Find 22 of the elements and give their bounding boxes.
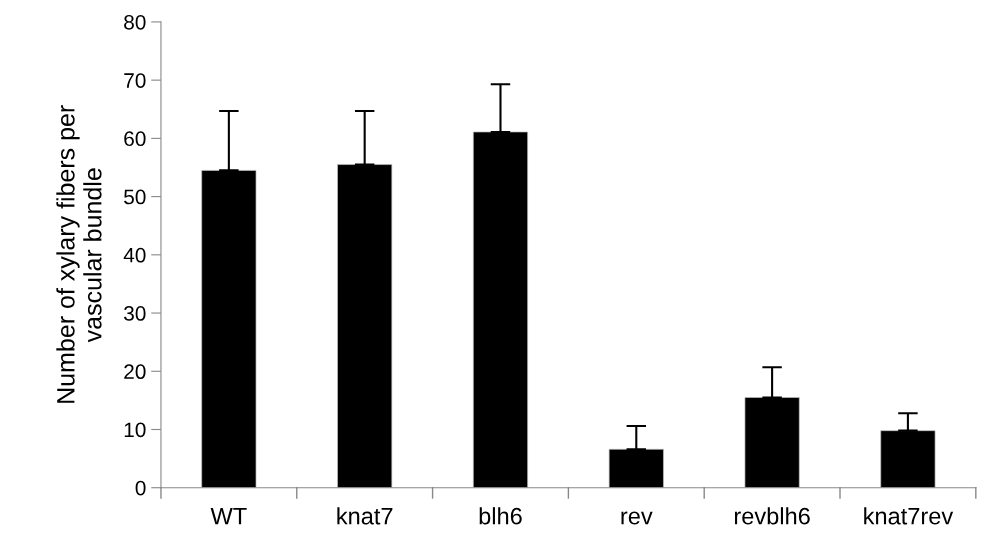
- x-tick-label: knat7rev: [864, 507, 954, 525]
- bar: [744, 397, 800, 488]
- y-tick-label: 60: [124, 131, 146, 147]
- y-tick-label: 0: [135, 480, 146, 496]
- y-axis-title: Number of xylary fibers per vascular bundle: [56, 105, 102, 403]
- x-tick-label: blh6: [479, 507, 522, 525]
- bar: [880, 430, 936, 488]
- x-tick-label: rev: [621, 511, 653, 525]
- bar: [472, 131, 528, 488]
- bar: [337, 164, 393, 488]
- y-tick-label: 40: [123, 247, 146, 263]
- y-tick-label: 50: [124, 189, 146, 205]
- x-tick-label: knat7: [337, 507, 393, 525]
- x-tick-label: revblh6: [734, 507, 810, 525]
- bar: [608, 448, 664, 488]
- y-tick-label: 30: [124, 306, 146, 321]
- y-tick-label: 20: [124, 364, 146, 380]
- bar: [201, 170, 257, 488]
- x-tick-label: WT: [210, 508, 247, 525]
- y-tick-label: 70: [124, 73, 146, 88]
- y-tick-label: 80: [124, 14, 146, 30]
- y-tick-label: 10: [124, 422, 146, 438]
